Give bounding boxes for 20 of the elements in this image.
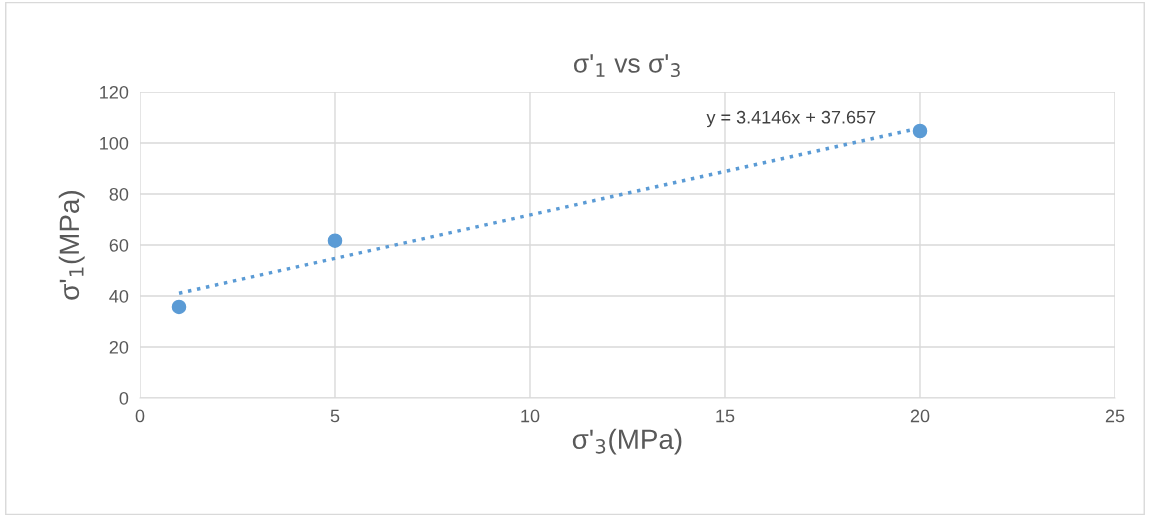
point	[912, 123, 928, 139]
point	[171, 299, 187, 315]
chart-title: σ'$_{1}$ vs σ'$_{3}$	[573, 54, 680, 78]
x-tick-label: 10	[521, 409, 540, 423]
point	[327, 233, 343, 248]
y-tick-label: 20	[109, 340, 129, 354]
x-tick-label: 25	[1105, 409, 1125, 423]
x-tick-label: 0	[135, 409, 145, 423]
y-tick-label: 40	[109, 289, 129, 303]
y-axis-title: σ'$_{1}$(MPa)	[58, 191, 85, 300]
y-tick-label: 120	[100, 85, 129, 99]
y-tick-label: 0	[119, 391, 129, 405]
x-tick-label: 20	[910, 409, 930, 423]
x-tick-label: 5	[330, 409, 340, 423]
y-tick-label: 60	[109, 238, 129, 252]
x-tick-label: 15	[716, 409, 735, 423]
y-tick-label: 100	[100, 136, 129, 150]
annotation: y = 3.4146x + 37.657	[706, 110, 876, 128]
x-axis-title: σ'$_{3}$(MPa)	[572, 428, 682, 455]
y-tick-label: 80	[109, 187, 129, 201]
